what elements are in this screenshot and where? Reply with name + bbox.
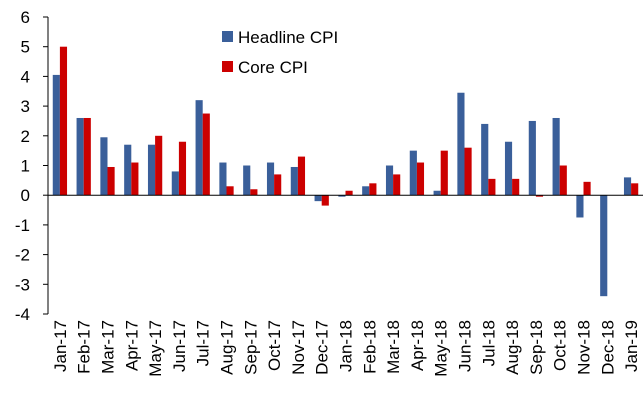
bar [440,150,448,196]
x-tick-label: Jul-17 [194,320,213,366]
x-tick-label: Dec-18 [598,320,617,375]
x-tick-label: Jun-18 [456,320,475,372]
bar [528,120,536,196]
bar [433,190,441,196]
legend-swatch [222,61,233,72]
bar [83,117,91,196]
y-tick-label: 0 [21,186,30,205]
x-tick-label: Dec-17 [313,320,332,375]
legend-label: Core CPI [238,58,308,77]
x-tick-label: Apr-18 [408,320,427,371]
bar [631,183,639,196]
y-tick-label: -3 [15,275,30,294]
bar [226,186,234,196]
x-tick-label: Feb-18 [360,320,379,374]
legend-label: Headline CPI [238,28,338,47]
bar [409,150,417,196]
bar [100,137,108,196]
x-tick-label: Apr-17 [122,320,141,371]
x-tick-label: Sep-18 [527,320,546,375]
bar [385,165,394,196]
bar [369,183,377,196]
x-tick-label: May-18 [432,320,451,377]
x-tick-label: Nov-18 [575,320,594,375]
y-tick-label: 5 [21,38,30,57]
y-tick-label: -1 [15,216,30,235]
bar [107,166,115,196]
y-tick-label: -2 [15,246,30,265]
x-tick-label: Oct-17 [265,320,284,371]
bar [338,195,346,197]
bar [124,144,132,196]
bar [195,100,203,196]
bar [131,162,139,196]
bar [290,166,298,196]
bar [202,113,210,196]
bar [559,165,567,196]
bar [178,141,187,196]
bar [171,171,179,196]
bar [504,141,513,196]
x-tick-label: Jan-19 [622,320,641,372]
bar [274,174,282,196]
y-tick-label: 2 [21,127,30,146]
bar [59,46,68,196]
x-tick-label: Nov-17 [289,320,308,375]
x-tick-label: Oct-18 [551,320,570,371]
bar [345,190,353,196]
bar [219,162,227,196]
bar [147,144,156,196]
x-tick-label: Jul-18 [479,320,498,366]
y-tick-label: 3 [21,97,30,116]
bar [576,195,584,218]
y-tick-label: 4 [21,67,30,86]
bar [250,189,258,196]
bar [362,186,370,196]
x-tick-label: Jan-18 [337,320,356,372]
bar [623,177,632,196]
y-tick-label: 1 [21,157,30,176]
x-tick-label: Feb-17 [75,320,94,374]
bar [321,195,329,206]
bar [535,195,544,197]
bar [600,195,608,297]
bar [52,74,60,196]
bar [297,156,306,196]
x-tick-label: Mar-17 [99,320,118,374]
y-tick-label: -4 [15,305,30,324]
bar [266,162,275,196]
bar [457,92,465,196]
bar [552,117,560,196]
bar [512,178,520,196]
legend-swatch [222,31,233,42]
bar [464,147,472,196]
bar [393,174,401,196]
bar [155,135,163,196]
x-tick-label: Mar-18 [384,320,403,374]
x-tick-label: Jun-17 [170,320,189,372]
bar [314,195,322,202]
bar [481,123,489,196]
y-tick-label: 6 [21,8,30,27]
x-tick-label: Sep-17 [241,320,260,375]
x-tick-label: May-17 [146,320,165,377]
x-tick-label: Jan-17 [51,320,70,372]
x-tick-label: Aug-18 [503,320,522,375]
bar [583,181,591,196]
bar [488,178,496,196]
bar [243,165,251,196]
x-tick-label: Aug-17 [218,320,237,375]
bar [416,162,425,196]
bar [76,117,84,196]
